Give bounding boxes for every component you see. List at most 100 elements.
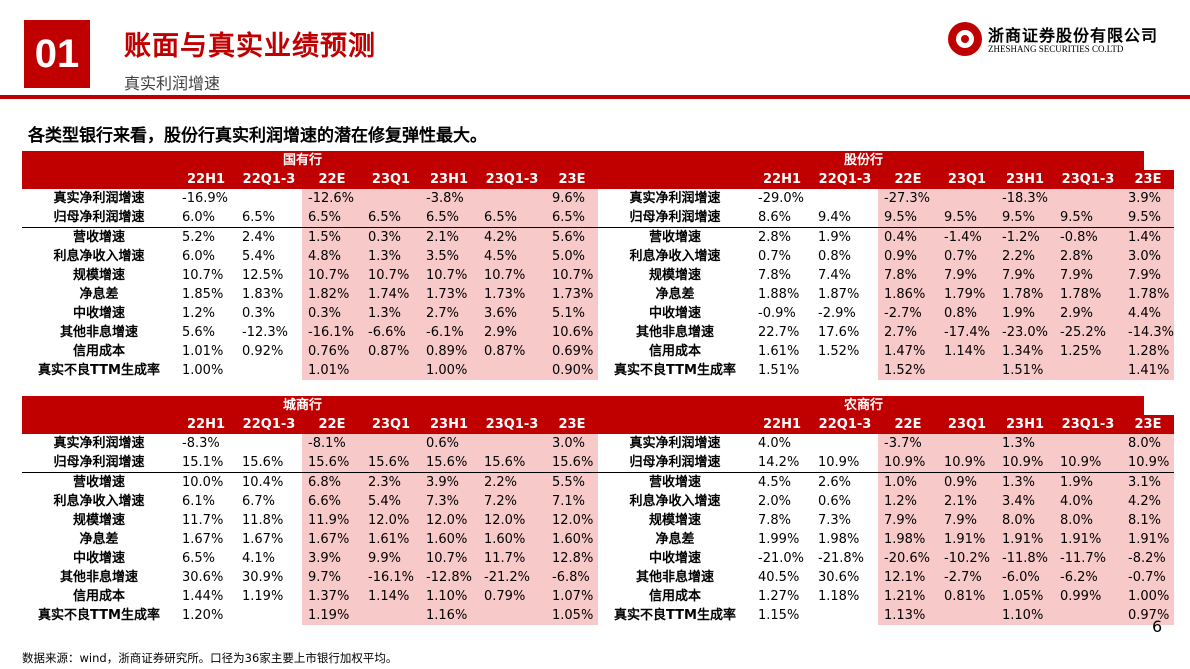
bank-name: 城商行 — [282, 398, 322, 413]
value-cell: 5.4% — [362, 492, 420, 511]
value-cell: -16.9% — [182, 191, 228, 206]
value-cell: 1.00% — [182, 363, 224, 378]
value-cell — [938, 606, 996, 625]
table-row: 信用成本 1.01% 0.92% 0.76% 0.87% 0.89% 0.87% 0.69% 信… — [22, 342, 1174, 361]
value-cell: -10.2% — [938, 549, 996, 568]
value-cell: -6.6% — [362, 323, 420, 342]
value-cell: 1.3% — [362, 304, 420, 323]
value-cell: 6.5% — [546, 208, 598, 228]
row-label: 营收增速 — [598, 227, 752, 247]
value-cell: 7.9% — [1122, 266, 1174, 285]
value-cell: 10.6% — [546, 323, 598, 342]
value-cell: -3.7% — [878, 434, 938, 453]
table-row: 真实净利润增速 -8.3% -8.1% 0.6% 3.0% 真实净利润增速 4.0% -3.7… — [22, 434, 1174, 453]
value-cell: -12.3% — [242, 325, 288, 340]
header-blank — [22, 170, 176, 189]
value-cell: 0.92% — [242, 344, 284, 359]
value-cell: 22.7% — [758, 325, 800, 340]
value-cell: 12.8% — [546, 549, 598, 568]
value-cell: 11.8% — [242, 513, 284, 528]
section-number: 01 — [24, 20, 90, 88]
value-cell: 9.9% — [362, 549, 420, 568]
value-cell — [812, 361, 878, 380]
value-cell: 5.5% — [546, 472, 598, 492]
value-cell — [938, 189, 996, 208]
value-cell: 30.9% — [242, 570, 284, 585]
value-cell: 1.0% — [878, 472, 938, 492]
value-cell: 1.25% — [1054, 342, 1122, 361]
table-row: 归母净利润增速 6.0% 6.5% 6.5% 6.5% 6.5% 6.5% 6.5% 归母净利润… — [22, 208, 1174, 228]
value-cell: -6.0% — [996, 568, 1054, 587]
row-label: 营收增速 — [598, 472, 752, 492]
value-cell: -21.0% — [758, 551, 804, 566]
column-header: 23Q1-3 — [1061, 417, 1115, 432]
value-cell: 3.9% — [302, 549, 362, 568]
row-label: 真实净利润增速 — [629, 436, 721, 451]
value-cell: 4.2% — [478, 227, 546, 247]
row-label: 真实不良TTM生成率 — [38, 608, 160, 623]
value-cell: 9.5% — [1122, 208, 1174, 228]
column-header: 23H1 — [429, 172, 469, 187]
value-cell: 7.9% — [1054, 266, 1122, 285]
value-cell: 9.6% — [546, 189, 598, 208]
row-label: 净息差 — [655, 287, 695, 302]
page-title: 账面与真实业绩预测 — [124, 31, 376, 62]
value-cell: 2.4% — [236, 227, 302, 247]
value-cell: 0.69% — [546, 342, 598, 361]
header-rule — [0, 95, 1190, 99]
value-cell: 4.4% — [1122, 304, 1174, 323]
row-label: 规模增速 — [72, 268, 125, 283]
value-cell: 7.9% — [996, 266, 1054, 285]
value-cell: 0.99% — [1054, 587, 1122, 606]
value-cell: 0.7% — [938, 247, 996, 266]
value-cell: 5.6% — [182, 325, 216, 340]
column-header: 22H1 — [186, 417, 226, 432]
value-cell: 2.2% — [996, 247, 1054, 266]
value-cell: 6.1% — [182, 494, 216, 509]
value-cell: 1.61% — [362, 530, 420, 549]
value-cell: 7.3% — [420, 492, 478, 511]
value-cell: 3.9% — [1122, 189, 1174, 208]
value-cell: 1.79% — [938, 285, 996, 304]
row-label: 营收增速 — [22, 227, 176, 247]
value-cell: 1.41% — [1122, 361, 1174, 380]
column-header: 22E — [894, 172, 922, 187]
row-label: 真实净利润增速 — [53, 191, 145, 206]
row-label: 真实净利润增速 — [53, 436, 145, 451]
logo-name-cn: 浙商证券股份有限公司 — [988, 26, 1159, 45]
value-cell: 8.0% — [996, 511, 1054, 530]
value-cell: 5.1% — [546, 304, 598, 323]
value-cell: 7.9% — [938, 266, 996, 285]
value-cell: -11.8% — [996, 549, 1054, 568]
value-cell: 12.0% — [478, 511, 546, 530]
row-label: 其他非息增速 — [635, 570, 714, 585]
row-label: 中收增速 — [648, 306, 701, 321]
value-cell: 6.5% — [302, 208, 362, 228]
value-cell: 30.6% — [818, 570, 860, 585]
value-cell — [236, 189, 302, 208]
value-cell: 17.6% — [818, 325, 860, 340]
value-cell: 3.4% — [996, 492, 1054, 511]
column-header: 23Q1 — [371, 417, 411, 432]
column-header: 22Q1-3 — [818, 417, 872, 432]
value-cell: 30.6% — [182, 570, 224, 585]
row-label: 中收增速 — [648, 551, 701, 566]
value-cell: 1.99% — [758, 532, 800, 547]
table-row: 中收增速 1.2% 0.3% 0.3% 1.3% 2.7% 3.6% 5.1% 中收增速 -0.9… — [22, 304, 1174, 323]
value-cell: 15.6% — [362, 453, 420, 473]
value-cell: 1.16% — [420, 606, 478, 625]
value-cell — [1054, 434, 1122, 453]
table-row: 规模增速 10.7% 12.5% 10.7% 10.7% 10.7% 10.7% 10.7% 规… — [22, 266, 1174, 285]
value-cell: 2.0% — [758, 494, 792, 509]
value-cell: -21.2% — [478, 568, 546, 587]
value-cell: 1.18% — [818, 589, 860, 604]
row-label: 真实不良TTM生成率 — [38, 363, 160, 378]
value-cell — [1054, 361, 1122, 380]
row-label: 其他非息增速 — [59, 570, 138, 585]
value-cell: 4.5% — [478, 247, 546, 266]
row-label: 归母净利润增速 — [53, 210, 145, 225]
value-cell: 10.9% — [1122, 453, 1174, 473]
value-cell: 6.0% — [182, 210, 216, 225]
data-table: 22H1 22Q1-3 22E 23Q1 23H1 23Q1-3 23E 22H1 22Q1-3… — [22, 170, 1174, 380]
value-cell: 1.86% — [878, 285, 938, 304]
